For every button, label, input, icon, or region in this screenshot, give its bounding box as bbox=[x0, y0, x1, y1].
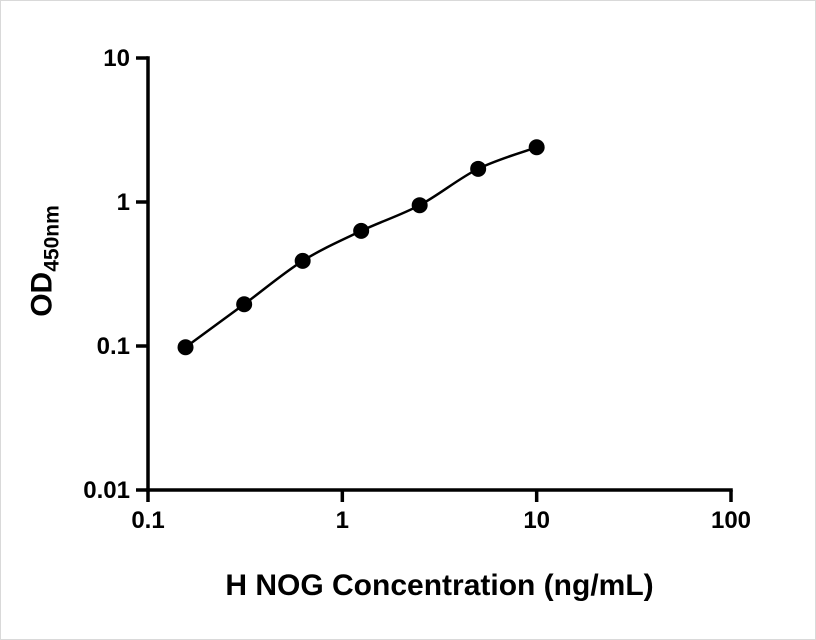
data-point-marker bbox=[294, 252, 311, 269]
y-tick-label: 0.01 bbox=[83, 477, 130, 504]
x-tick-label: 1 bbox=[336, 507, 349, 534]
data-point-marker bbox=[353, 222, 370, 239]
y-tick-label: 0.1 bbox=[97, 333, 130, 360]
data-point-marker bbox=[470, 160, 487, 177]
x-tick-label: 0.1 bbox=[131, 507, 164, 534]
y-axis-title-main: OD bbox=[25, 271, 59, 317]
data-point-marker bbox=[177, 339, 194, 356]
y-axis-title: OD450nm bbox=[26, 205, 65, 317]
x-axis-title: H NOG Concentration (ng/mL) bbox=[225, 569, 654, 602]
y-tick-label: 1 bbox=[117, 189, 130, 216]
data-point-marker bbox=[411, 197, 428, 214]
y-tick-label: 10 bbox=[103, 45, 130, 72]
data-point-marker bbox=[236, 296, 253, 313]
x-tick-label: 10 bbox=[523, 507, 550, 534]
curve-line bbox=[184, 146, 538, 349]
data-point-marker bbox=[528, 139, 545, 156]
y-axis-title-subscript: 450nm bbox=[40, 205, 64, 272]
x-tick-label: 100 bbox=[711, 507, 751, 534]
